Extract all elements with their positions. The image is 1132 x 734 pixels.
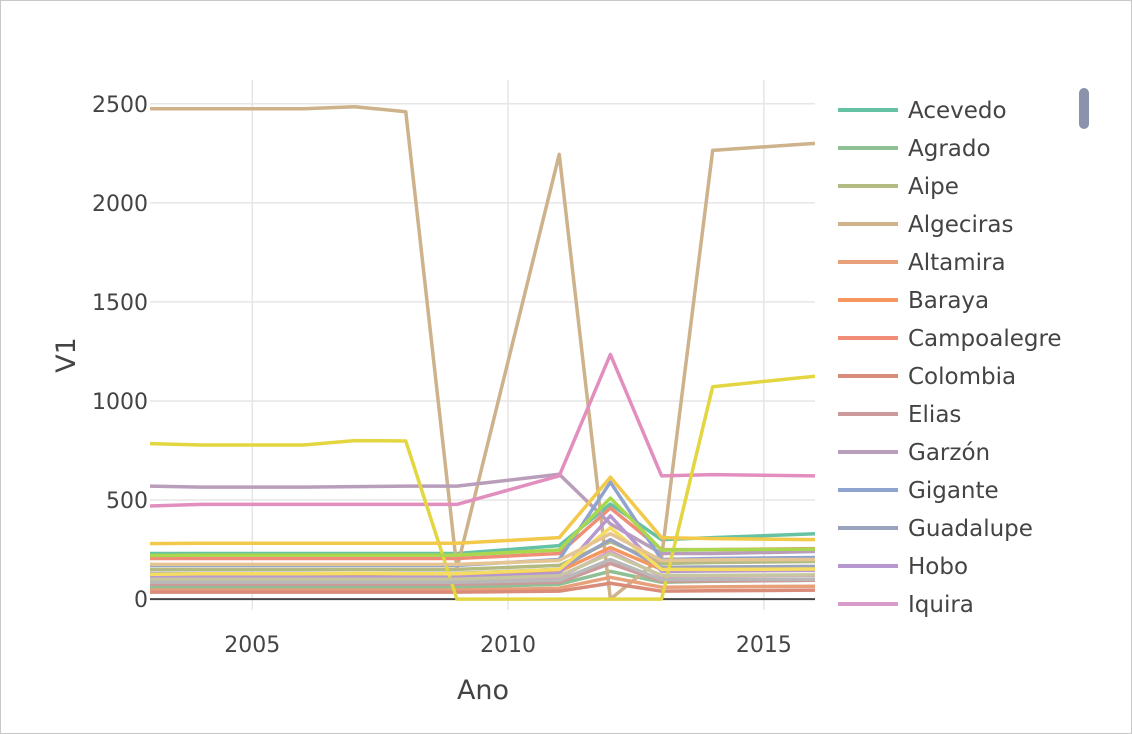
x-tick-label: 2015 bbox=[736, 633, 792, 658]
legend-item[interactable]: Guadalupe bbox=[838, 516, 1033, 542]
grid bbox=[150, 80, 815, 610]
y-tick-label: 2000 bbox=[92, 192, 148, 217]
y-tick-label: 500 bbox=[106, 489, 148, 514]
legend-label: Algeciras bbox=[908, 212, 1013, 238]
legend-item[interactable]: Gigante bbox=[838, 478, 999, 504]
legend-item[interactable]: Campoalegre bbox=[838, 326, 1062, 352]
series-line-unlabeled-21[interactable] bbox=[150, 531, 815, 567]
legend-label: Altamira bbox=[908, 250, 1006, 276]
y-tick-label: 0 bbox=[134, 588, 148, 613]
series-line-altamira[interactable] bbox=[150, 575, 815, 592]
series-line-colombia[interactable] bbox=[150, 581, 815, 594]
y-tick-label: 1500 bbox=[92, 291, 148, 316]
legend-item[interactable]: Garzón bbox=[838, 440, 990, 466]
legend-item[interactable]: Colombia bbox=[838, 364, 1016, 390]
legend-item[interactable]: Agrado bbox=[838, 136, 991, 162]
legend-item[interactable]: Hobo bbox=[838, 554, 968, 580]
legend-item[interactable]: Altamira bbox=[838, 250, 1006, 276]
legend[interactable]: Acevedo Agrado Aipe Algeciras Altamira Baraya… bbox=[838, 98, 1062, 618]
series-line-unlabeled-20[interactable] bbox=[150, 557, 815, 585]
y-tick-label: 2500 bbox=[92, 93, 148, 118]
legend-label: Agrado bbox=[908, 136, 991, 162]
series-line-unlabeled-15[interactable] bbox=[150, 374, 815, 601]
plot-area bbox=[150, 104, 815, 601]
legend-label: Colombia bbox=[908, 364, 1016, 390]
legend-item[interactable]: Elias bbox=[838, 402, 961, 428]
legend-label: Baraya bbox=[908, 288, 989, 314]
legend-item[interactable]: Iquira bbox=[838, 592, 974, 618]
legend-label: Campoalegre bbox=[908, 326, 1062, 352]
legend-label: Acevedo bbox=[908, 98, 1007, 124]
series-line-unlabeled-16[interactable] bbox=[150, 496, 815, 558]
legend-item[interactable]: Aipe bbox=[838, 174, 959, 200]
x-axis-ticks: 2005 2010 2015 bbox=[224, 633, 792, 658]
series-line-algeciras[interactable] bbox=[150, 104, 815, 601]
y-axis-ticks: 0 500 1000 1500 2000 2500 bbox=[92, 93, 148, 613]
y-axis-title: V1 bbox=[51, 337, 82, 373]
legend-label: Garzón bbox=[908, 440, 990, 466]
legend-item[interactable]: Algeciras bbox=[838, 212, 1013, 238]
series-line-unlabeled-18[interactable] bbox=[150, 526, 815, 577]
legend-label: Iquira bbox=[908, 592, 974, 618]
series-line-unlabeled-14[interactable] bbox=[150, 352, 815, 508]
legend-label: Hobo bbox=[908, 554, 968, 580]
series-line-garz-n[interactable] bbox=[150, 472, 815, 556]
legend-item[interactable]: Acevedo bbox=[838, 98, 1007, 124]
legend-label: Guadalupe bbox=[908, 516, 1033, 542]
legend-scrollbar[interactable] bbox=[1079, 88, 1089, 129]
legend-item[interactable]: Baraya bbox=[838, 288, 989, 314]
legend-label: Elias bbox=[908, 402, 961, 428]
x-axis-title: Ano bbox=[457, 675, 509, 706]
y-tick-label: 1000 bbox=[92, 390, 148, 415]
series-line-unlabeled-17[interactable] bbox=[150, 475, 815, 546]
series-line-hobo[interactable] bbox=[150, 514, 815, 580]
series-line-acevedo[interactable] bbox=[150, 502, 815, 556]
series-line-unlabeled-19[interactable] bbox=[150, 551, 815, 582]
legend-label: Gigante bbox=[908, 478, 999, 504]
legend-label: Aipe bbox=[908, 174, 959, 200]
x-tick-label: 2005 bbox=[224, 633, 280, 658]
x-tick-label: 2010 bbox=[480, 633, 536, 658]
